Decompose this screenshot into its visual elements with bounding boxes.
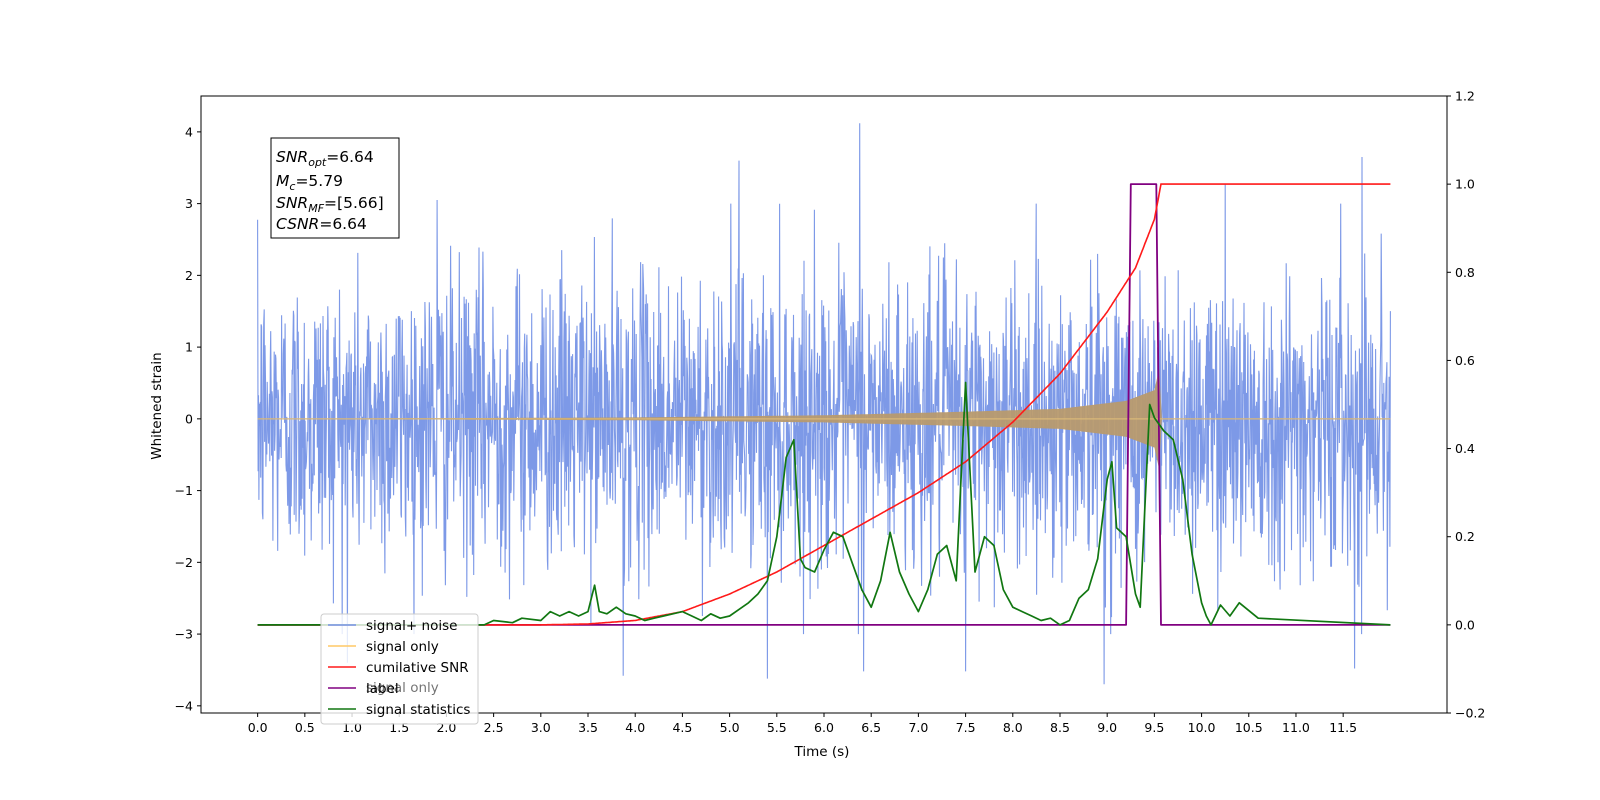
x-tick-label: 6.0 bbox=[814, 720, 834, 735]
x-tick-label: 4.5 bbox=[672, 720, 692, 735]
y-tick-label: 1 bbox=[185, 340, 193, 355]
x-tick-label: 4.0 bbox=[625, 720, 645, 735]
y-tick-label: 3 bbox=[185, 196, 193, 211]
x-tick-label: 8.5 bbox=[1050, 720, 1070, 735]
y-tick-label: 0 bbox=[185, 411, 193, 426]
series-signal-statistics bbox=[257, 381, 1391, 626]
y-tick-label: −2 bbox=[175, 555, 193, 570]
y2-tick-label: 0.6 bbox=[1455, 353, 1475, 368]
y-tick-label: −3 bbox=[175, 627, 193, 642]
legend-label-signal-only: signal only bbox=[366, 639, 439, 655]
legend-label-signal-statistics: signal statistics bbox=[366, 702, 470, 718]
annotation-box: SNRopt=6.64 Mc=5.79 SNRMF=[5.66] CSNR=6.… bbox=[270, 137, 400, 239]
x-tick-label: 2.5 bbox=[484, 720, 504, 735]
y2-tick-label: 1.0 bbox=[1455, 177, 1475, 192]
y2-tick-label: −0.2 bbox=[1455, 706, 1485, 721]
y-axis-label: Whitened strain bbox=[149, 352, 165, 459]
x-tick-label: 6.5 bbox=[861, 720, 881, 735]
legend-label-signal-noise: signal+ noise bbox=[366, 618, 457, 634]
annotation-snr-mf: SNRMF=[5.66] bbox=[276, 194, 384, 215]
legend-label-cumilative-snr: cumilative SNR bbox=[366, 660, 469, 676]
legend-item-signal-noise: signal+ noise bbox=[328, 618, 457, 634]
x-tick-label: 10.5 bbox=[1235, 720, 1263, 735]
legend-item-signal-only: signal only bbox=[328, 639, 439, 655]
annotation-mc: Mc=5.79 bbox=[276, 172, 343, 193]
x-tick-label: 7.0 bbox=[908, 720, 928, 735]
legend-item-label: label bbox=[328, 681, 399, 697]
x-tick-label: 11.0 bbox=[1282, 720, 1310, 735]
x-tick-label: 7.5 bbox=[956, 720, 976, 735]
x-tick-label: 11.5 bbox=[1329, 720, 1357, 735]
annotation-frame bbox=[270, 137, 400, 239]
x-tick-label: 10.0 bbox=[1188, 720, 1216, 735]
y2-tick-label: 0.8 bbox=[1455, 265, 1475, 280]
x-tick-label: 3.0 bbox=[531, 720, 551, 735]
series-label bbox=[257, 183, 1391, 626]
x-tick-label: 9.0 bbox=[1097, 720, 1117, 735]
x-tick-label: 9.5 bbox=[1144, 720, 1164, 735]
legend-label-label: label bbox=[366, 681, 399, 697]
y2-tick-label: 0.2 bbox=[1455, 529, 1475, 544]
y2-tick-label: 0.0 bbox=[1455, 617, 1475, 632]
x-tick-label: 5.5 bbox=[767, 720, 787, 735]
x-tick-label: 0.5 bbox=[295, 720, 315, 735]
y-tick-label: −4 bbox=[175, 698, 193, 713]
axes-ticks: 0.0 0.5 1.0 1.5 2.0 2.5 3.0 3.5 4.0 4.5 5.0 5.5 6.0 6… bbox=[175, 89, 1486, 736]
legend: signal only signal+ noise signal only cu… bbox=[320, 613, 479, 725]
annotation-csnr: CSNR=6.64 bbox=[276, 215, 367, 233]
y2-tick-label: 0.4 bbox=[1455, 441, 1475, 456]
legend-item-signal-statistics: signal statistics bbox=[328, 702, 470, 718]
legend-frame bbox=[320, 613, 479, 725]
y-tick-label: −1 bbox=[175, 483, 193, 498]
legend-item-cumilative-snr: cumilative SNR bbox=[328, 660, 469, 676]
x-tick-label: 5.0 bbox=[720, 720, 740, 735]
y2-tick-label: 1.2 bbox=[1455, 89, 1475, 104]
legend-hidden-text: signal only bbox=[366, 680, 439, 696]
series-signal-noise bbox=[257, 123, 1391, 685]
annotation-snr-opt: SNRopt=6.64 bbox=[276, 148, 374, 169]
x-tick-label: 0.0 bbox=[248, 720, 268, 735]
x-tick-label: 8.0 bbox=[1003, 720, 1023, 735]
x-axis-label: Time (s) bbox=[794, 744, 850, 760]
y-tick-label: 2 bbox=[185, 268, 193, 283]
x-tick-label: 3.5 bbox=[578, 720, 598, 735]
y-tick-label: 4 bbox=[185, 124, 193, 139]
